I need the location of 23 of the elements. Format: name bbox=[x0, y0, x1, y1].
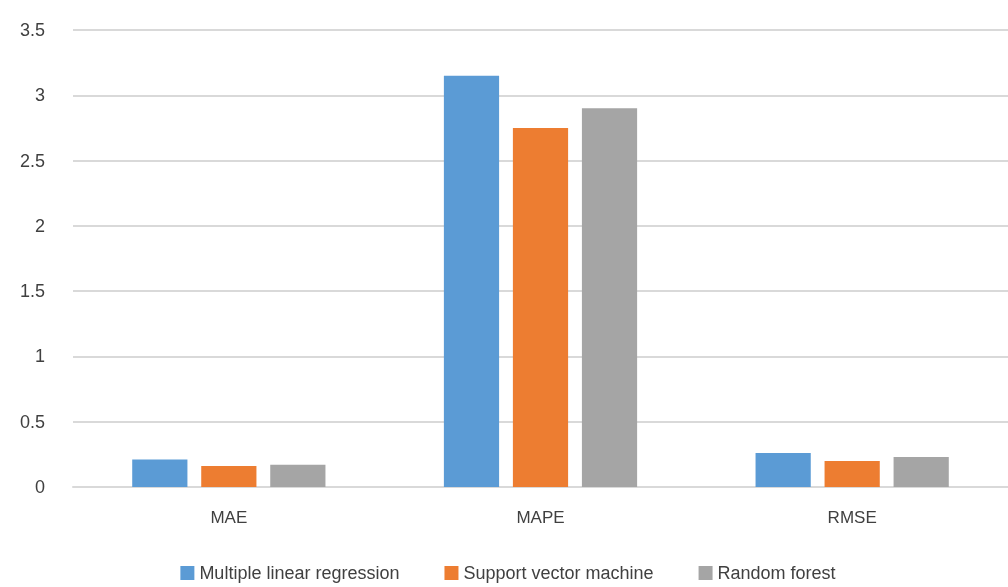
y-tick-label: 1.5 bbox=[19, 281, 45, 302]
y-tick-label: 0 bbox=[34, 477, 45, 497]
y-tick-label: 2 bbox=[34, 215, 45, 236]
bar bbox=[201, 466, 257, 487]
bar bbox=[270, 464, 326, 487]
bar bbox=[755, 453, 811, 487]
bar bbox=[443, 75, 500, 487]
bar bbox=[824, 460, 880, 487]
x-tick-label: MAPE bbox=[516, 508, 565, 527]
bar bbox=[132, 459, 188, 487]
bar bbox=[512, 127, 569, 487]
y-tick-label: 3.5 bbox=[19, 20, 45, 40]
y-tick-label: 2.5 bbox=[19, 150, 45, 171]
x-tick-label: RMSE bbox=[827, 508, 877, 527]
bar bbox=[581, 108, 638, 487]
y-tick-label: 1 bbox=[34, 346, 45, 367]
y-tick-label: 3 bbox=[34, 85, 45, 106]
bar bbox=[893, 456, 949, 487]
x-tick-label: MAE bbox=[210, 508, 248, 527]
y-tick-label: 0.5 bbox=[19, 411, 45, 432]
legend-label: Support vector machine bbox=[463, 563, 654, 583]
legend-label: Multiple linear regression bbox=[199, 563, 400, 583]
legend-label: Random forest bbox=[717, 563, 836, 583]
